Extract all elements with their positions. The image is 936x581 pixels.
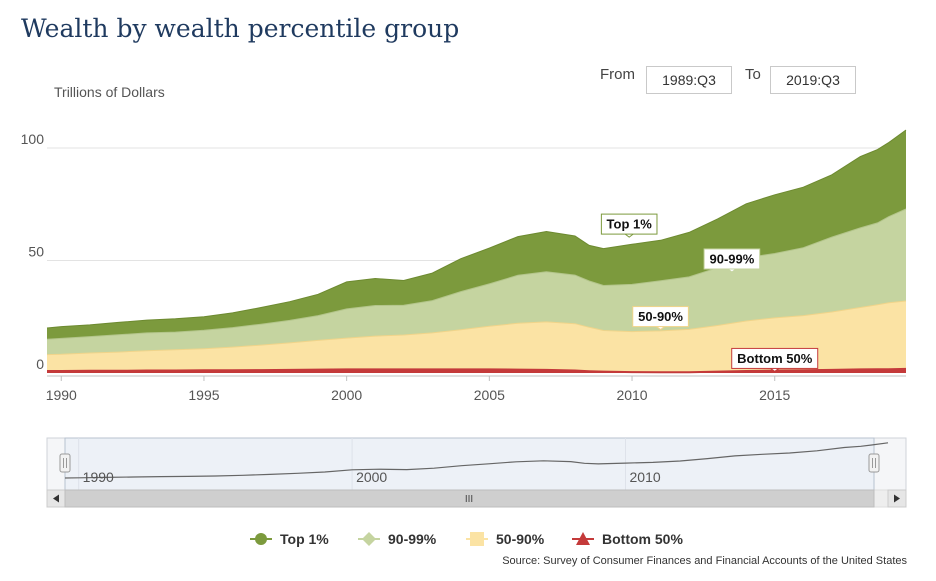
legend-triangle-marker-icon [572,532,594,545]
legend-label-bottom50: Bottom 50% [602,531,683,547]
legend: Top 1% 90-99% 50-90% Bottom 50% [0,529,936,549]
navigator-tick-label: 2000 [356,469,387,485]
x-tick-label: 1995 [188,387,219,403]
series-line [47,367,907,374]
series-line [46,300,907,356]
y-tick-label: 0 [36,356,44,372]
annotation-callout: Top 1% [600,213,658,238]
range-from-label: From [600,66,635,83]
legend-diamond-marker-icon [358,532,380,546]
legend-circle-marker-icon [250,533,272,545]
legend-label-90-99: 90-99% [388,531,437,547]
annotation-label: Top 1% [607,217,653,232]
bottom-50-area [47,368,906,373]
scrollbar-thumb-grip: III [465,494,473,505]
series-line [46,208,907,340]
legend-label-top1: Top 1% [280,531,329,547]
annotation-box [703,248,761,270]
top-1-area [47,130,906,340]
y-axis-title: Trillions of Dollars [54,84,165,100]
series-line [46,129,907,329]
annotation-box [731,347,819,369]
navigator-right-handle[interactable] [868,453,880,473]
legend-item-50-90[interactable]: 50-90% [466,529,544,549]
legend-square-marker-icon [466,532,488,546]
scrollbar-left-arrow-icon [53,494,59,503]
annotation-callout: 50-90% [632,306,689,331]
y-tick-label: 100 [21,131,45,147]
navigator-line [64,442,889,479]
50-90-area [47,301,906,373]
x-tick-label: 2000 [331,387,362,403]
x-tick-label: 2015 [759,387,790,403]
range-to-input[interactable]: 2019:Q3 [770,66,856,94]
navigator-tick-label: 2010 [630,469,661,485]
main-chart[interactable]: 0 50 100 1990 1995 2000 2005 2010 2015 Top 1% 90-9… [0,0,936,420]
legend-item-top1[interactable]: Top 1% [250,529,329,549]
x-tick-label: 2005 [474,387,505,403]
legend-item-bottom50[interactable]: Bottom 50% [572,529,683,549]
scrollbar-thumb[interactable] [64,489,875,508]
navigator-left-handle[interactable] [59,453,71,473]
y-tick-label: 50 [28,244,44,260]
annotation-callout: 90-99% [703,248,761,273]
annotation-label: Bottom 50% [737,351,813,366]
chart-title: Wealth by wealth percentile group [21,14,460,43]
scrollbar-right-arrow-icon [894,494,900,503]
navigator-tick-label: 1990 [83,469,114,485]
annotation-label: 90-99% [710,251,755,266]
90-99-area [47,209,906,355]
annotation-box [632,306,689,328]
annotation-pointer [770,368,780,373]
legend-item-90-99[interactable]: 90-99% [358,529,436,549]
annotation-label: 50-90% [638,309,683,324]
annotation-pointer [656,326,665,331]
navigator[interactable]: 1990 2000 2010 III [0,430,936,510]
annotation-box [600,213,658,235]
range-to-label: To [745,66,761,83]
x-tick-label: 2010 [616,387,647,403]
annotation-callout: Bottom 50% [731,347,819,373]
source-note: Source: Survey of Consumer Finances and … [502,555,907,567]
annotation-pointer [624,233,634,238]
x-tick-label: 1990 [46,387,77,403]
annotation-pointer [727,268,737,273]
range-from-input[interactable]: 1989:Q3 [646,66,732,94]
legend-label-50-90: 50-90% [496,531,545,547]
